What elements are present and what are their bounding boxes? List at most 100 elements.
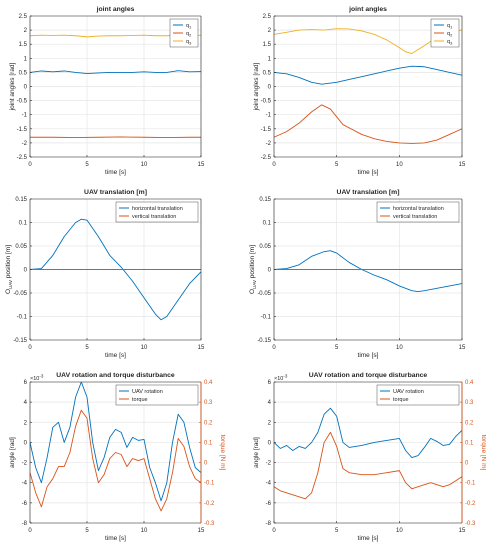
x-tick-label: 5 — [85, 345, 89, 351]
chart-title: UAV translation [m] — [337, 189, 400, 196]
series-line-q3 — [274, 28, 462, 54]
exponent-power: -3 — [283, 374, 287, 379]
y-axis-label: OUAV position [m] — [249, 245, 257, 294]
chart-panel-6: 0 5 10 15 -8 -6 -4 -2 0 2 4 6 -0.3 -0.2 -0.1 0 0.1 0.2 0.3… — [253, 372, 486, 542]
y-tick-label: 0.1 — [19, 221, 28, 227]
x-tick-label: 15 — [459, 162, 466, 168]
y-tick-label: -2 — [22, 461, 28, 467]
legend-label: torque — [132, 397, 148, 403]
y-tick-label: 1.5 — [263, 42, 272, 48]
y-tick-label: -0.1 — [261, 315, 272, 321]
x-tick-label: 10 — [396, 162, 403, 168]
y-tick-label: 1 — [268, 56, 272, 62]
x-tick-label: 0 — [272, 345, 276, 351]
y-axis-label-tail: position [m] — [5, 245, 12, 280]
x-tick-label: 5 — [335, 528, 339, 534]
y-tick-label: 0.5 — [263, 70, 272, 76]
x-tick-label: 10 — [396, 528, 403, 534]
y-tick-label: 0.15 — [15, 197, 27, 203]
legend-box — [115, 201, 199, 223]
plot-area — [274, 382, 462, 523]
chart-panel-4: 0 5 10 15 -0.15 -0.1 -0.05 0 0.05 0.1 0.15 UAV tran… — [249, 189, 466, 359]
y-tick-label: 0.5 — [19, 70, 28, 76]
x-tick-label: 0 — [272, 528, 276, 534]
legend-label: UAV rotation — [393, 389, 424, 395]
axes — [29, 198, 202, 341]
x-axis-label: time [s] — [105, 352, 126, 359]
y-tick-label: -2 — [266, 461, 272, 467]
y-tick-label: -1.5 — [261, 127, 272, 133]
exponent-label: ×10-3 — [274, 374, 288, 383]
series-line-torque — [274, 431, 462, 500]
y-tick-label: 4 — [268, 400, 272, 406]
y-axis-label-tail: position [m] — [249, 245, 256, 280]
x-axis-label: time [s] — [105, 535, 126, 542]
y-tick-label: 6 — [268, 380, 272, 386]
legend-label-sub: 1 — [450, 25, 453, 30]
y-axis-label-sub: UAV — [8, 280, 13, 289]
x-tick-label: 15 — [198, 528, 205, 534]
series-line-q2 — [274, 104, 462, 144]
chart-title: UAV translation [m] — [84, 189, 147, 196]
y-tick-label: -4 — [22, 481, 28, 487]
y-tick-label: -2 — [266, 141, 272, 147]
y-tick-label: -6 — [266, 501, 272, 507]
right-tick-label: -0.3 — [204, 521, 215, 527]
y-tick-label: 0 — [24, 85, 28, 91]
x-tick-label: 5 — [85, 528, 89, 534]
y-axis-label: angle [rad] — [9, 437, 16, 468]
x-axis-label: time [s] — [105, 169, 126, 176]
chart-panel-3: 0 5 10 15 -0.15 -0.1 -0.05 0 0.05 0.1 0.15 UAV tran… — [5, 189, 205, 359]
y-tick-label: -1 — [266, 113, 272, 119]
x-axis-label: time [s] — [358, 169, 379, 176]
legend-label: q2 — [186, 31, 192, 38]
y-tick-label: 0.15 — [259, 197, 271, 203]
x-tick-label: 15 — [198, 345, 205, 351]
legend-box — [376, 201, 460, 223]
legend-label: vertical translation — [393, 214, 437, 220]
series-line-UAV-rotation — [30, 382, 201, 502]
chart-title: UAV rotation and torque disturbance — [309, 372, 428, 379]
chart-title: joint angles — [348, 6, 387, 13]
y-tick-label: 0.1 — [263, 221, 272, 227]
y-axis-label: angle [rad] — [253, 437, 260, 468]
x-axis-label: time [s] — [358, 535, 379, 542]
series-line-q2 — [30, 136, 201, 138]
legend-label: vertical translation — [132, 214, 176, 220]
y-tick-label: -6 — [22, 501, 28, 507]
right-tick-label: 0.4 — [204, 380, 213, 386]
right-tick-label: -0.2 — [204, 501, 215, 507]
x-tick-label: 0 — [28, 162, 32, 168]
y-tick-label: -0.05 — [257, 291, 271, 297]
chart-panel-1: 0 5 10 15 -2.5 -2 -1.5 -1 -0.5 0 0.5 1 1.5 2 2.5 joint … — [9, 6, 205, 176]
series-line-torque — [30, 409, 201, 512]
right-tick-label: 0.2 — [465, 420, 474, 426]
legend-label: horizontal translation — [132, 206, 183, 212]
y-tick-label: 2.5 — [263, 14, 272, 20]
legend: UAV rotation torque — [376, 384, 460, 406]
y-tick-label: 0 — [268, 85, 272, 91]
series-line-q1 — [274, 65, 462, 85]
right-tick-label: 0.3 — [204, 400, 213, 406]
x-tick-label: 15 — [459, 528, 466, 534]
y-tick-label: -0.05 — [13, 291, 27, 297]
y-tick-label: 1.5 — [19, 42, 28, 48]
y-axis-label: joint angles [rad] — [9, 62, 16, 111]
legend: horizontal translation vertical translati… — [376, 201, 460, 223]
exponent-label: ×10-3 — [30, 374, 44, 383]
y-tick-label: 2 — [24, 420, 28, 426]
y-tick-label: 1 — [24, 56, 28, 62]
legend-label: q1 — [447, 23, 453, 30]
y-tick-label: 4 — [24, 400, 28, 406]
right-tick-label: -0.1 — [465, 481, 476, 487]
legend-label: horizontal translation — [393, 206, 444, 212]
series-group — [274, 407, 462, 500]
legend-box — [115, 384, 199, 406]
series-group — [30, 218, 201, 321]
right-tick-label: 0.1 — [204, 440, 213, 446]
y-tick-label: -2.5 — [17, 155, 28, 161]
series-group — [274, 28, 462, 144]
y-tick-label: -1 — [22, 113, 28, 119]
